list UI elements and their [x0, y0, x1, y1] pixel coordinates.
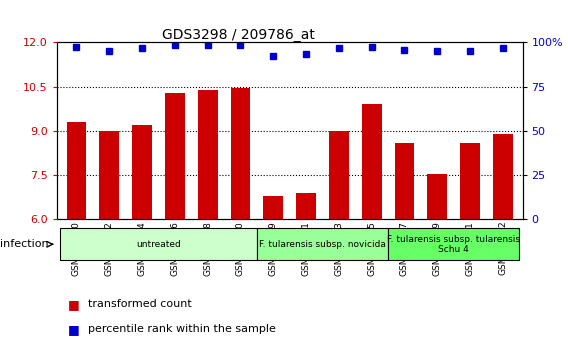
Text: ■: ■ — [68, 298, 80, 311]
Bar — [362, 104, 382, 354]
FancyBboxPatch shape — [388, 228, 519, 260]
Text: ■: ■ — [68, 323, 80, 336]
Text: percentile rank within the sample: percentile rank within the sample — [88, 324, 276, 334]
Bar — [165, 93, 185, 354]
Text: transformed count: transformed count — [88, 299, 192, 309]
Bar — [264, 196, 283, 354]
Bar — [493, 134, 513, 354]
Bar — [132, 125, 152, 354]
Bar — [428, 174, 447, 354]
Text: untreated: untreated — [136, 240, 181, 249]
Text: GDS3298 / 209786_at: GDS3298 / 209786_at — [162, 28, 315, 42]
Bar — [395, 143, 414, 354]
Bar — [99, 131, 119, 354]
Bar — [329, 131, 349, 354]
Bar — [66, 122, 86, 354]
FancyBboxPatch shape — [257, 228, 388, 260]
Text: infection: infection — [0, 239, 48, 249]
Bar — [198, 90, 218, 354]
Bar — [460, 143, 480, 354]
FancyBboxPatch shape — [60, 228, 257, 260]
Text: F. tularensis subsp. tularensis
Schu 4: F. tularensis subsp. tularensis Schu 4 — [387, 235, 520, 254]
Text: F. tularensis subsp. novicida: F. tularensis subsp. novicida — [259, 240, 386, 249]
Bar — [231, 88, 250, 354]
Bar — [296, 193, 316, 354]
